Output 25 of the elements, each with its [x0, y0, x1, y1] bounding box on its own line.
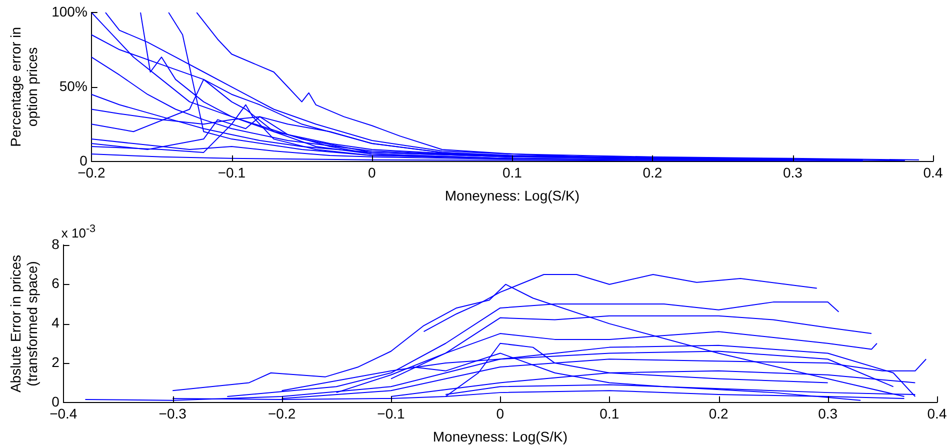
x-axis-title: Moneyness: Log(S/K): [432, 428, 568, 444]
x-tick-label: −0.1: [218, 164, 246, 181]
y-tick-label: 6: [52, 275, 60, 292]
x-tick-label: 0.2: [708, 406, 729, 422]
x-tick-label: 0.3: [818, 406, 838, 422]
y-tick-label: 4: [52, 314, 60, 331]
x-tick-label: 0.4: [927, 406, 947, 422]
x-tick-label: 0.1: [600, 406, 620, 422]
y-tick-label: 8: [52, 236, 60, 252]
x-tick-label: −0.3: [158, 406, 187, 422]
x-tick-label: 0.1: [502, 164, 522, 181]
text: x 10$^{-3}$: [61, 223, 96, 240]
x-tick-label: 0.2: [642, 164, 662, 181]
x-tick-label: 0: [496, 406, 504, 422]
y-tick-label: 100%: [52, 3, 88, 20]
y-tick-label: 50%: [59, 78, 88, 94]
y-tick-label: 2: [52, 354, 60, 370]
x-tick-label: 0: [368, 164, 376, 181]
x-tick-label: −0.2: [268, 406, 296, 422]
y-axis-title: Abslute Error in prices (transformed space): [7, 254, 40, 393]
x-tick-label: 0.3: [783, 164, 803, 181]
x-tick-label: −0.1: [377, 406, 406, 422]
x-tick-label: 0.4: [923, 164, 943, 181]
x-axis-title: Moneyness: Log(S/K): [444, 187, 580, 204]
y-axis-title: Percentage error in option prices: [7, 26, 40, 147]
